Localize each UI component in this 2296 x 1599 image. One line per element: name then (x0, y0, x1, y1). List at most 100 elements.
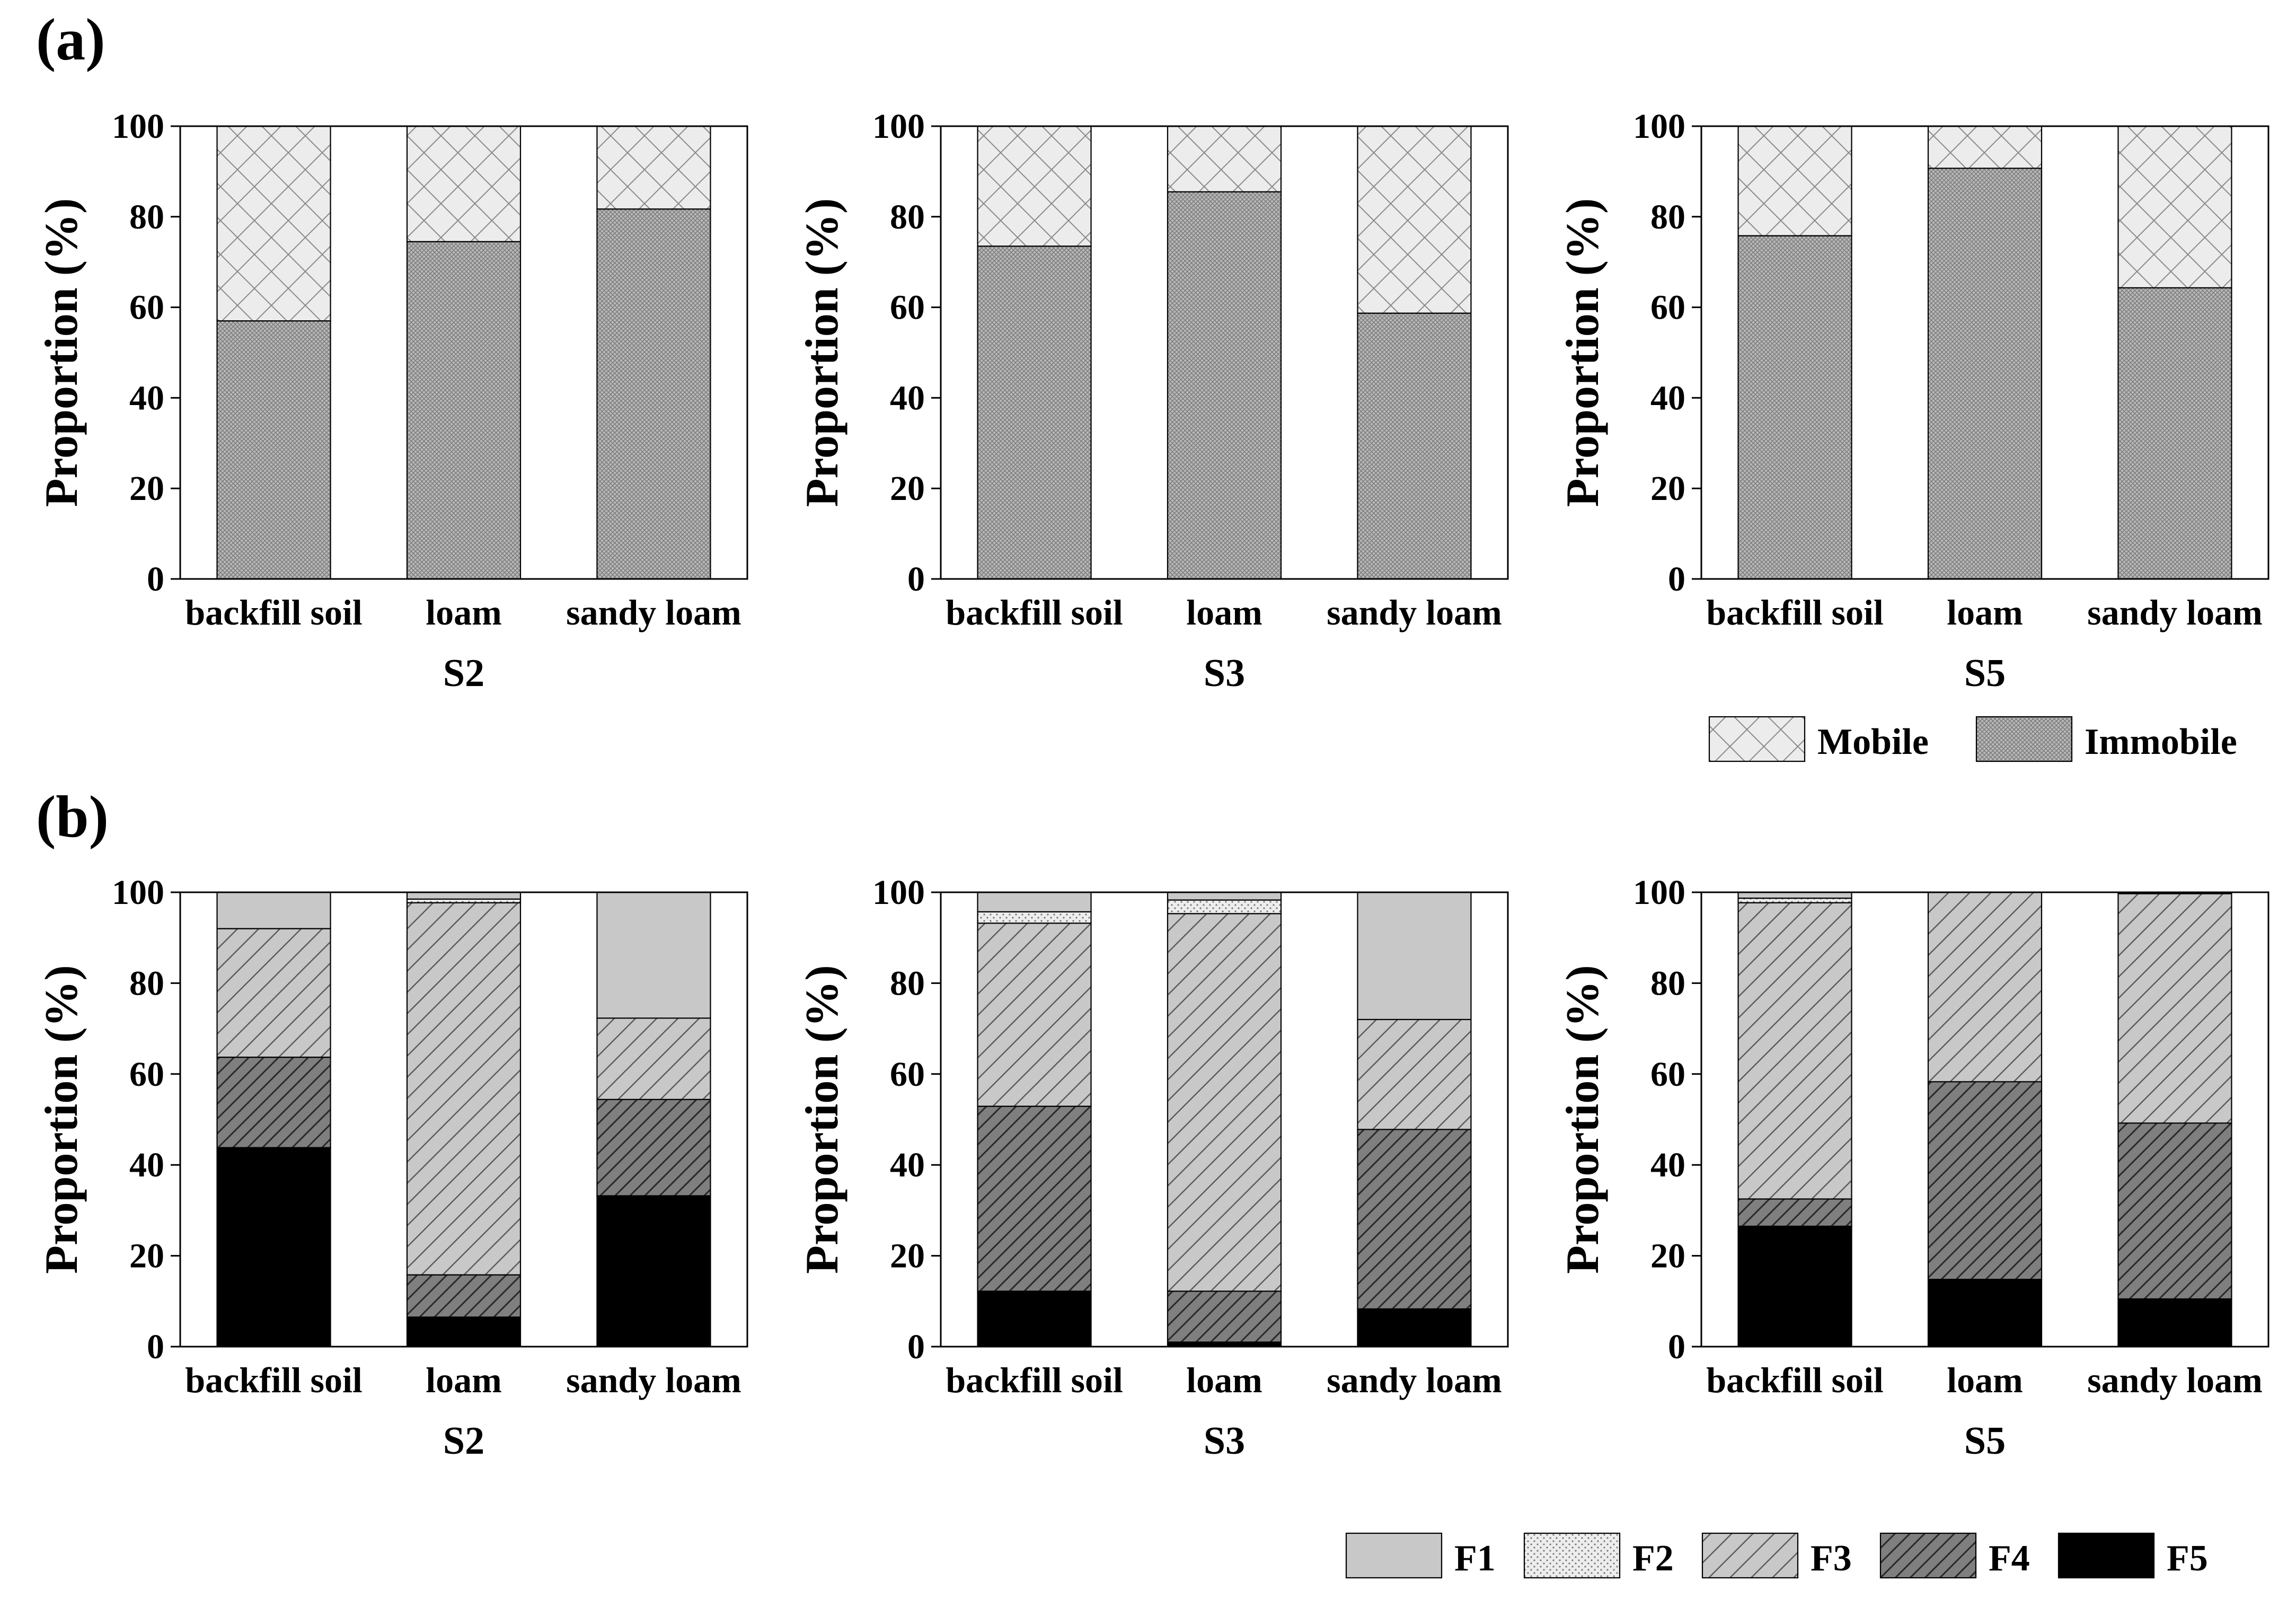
legend-swatch-mobile (1708, 716, 1806, 762)
y-tick-label: 20 (1650, 1237, 1685, 1276)
x-category-label: backfill soil (185, 592, 362, 632)
bar-f3-backfill-soil (1737, 902, 1852, 1200)
bar-f5-sandy-loam (1357, 1308, 1472, 1348)
x-category-label: loam (1186, 1360, 1262, 1400)
y-tick-label: 100 (872, 107, 925, 146)
x-category-label: loam (1186, 592, 1262, 632)
x-axis-title: S5 (1964, 652, 2006, 695)
bar-f1-loam (406, 891, 522, 900)
bar-f3-backfill-soil (977, 922, 1092, 1107)
bar-f2-backfill-soil (1737, 898, 1852, 903)
bar-f1-loam (1167, 891, 1282, 901)
bar-mobile-loam (1927, 125, 2043, 169)
x-category-label: loam (426, 592, 502, 632)
bar-f2-backfill-soil (977, 911, 1092, 924)
y-tick-label: 80 (1650, 198, 1685, 236)
y-tick-label: 40 (1650, 1146, 1685, 1184)
plot-frame (940, 891, 1509, 1348)
plot-frame (1700, 125, 2269, 580)
legend-label-immobile: Immobile (2085, 722, 2237, 762)
y-tick-label: 80 (890, 964, 925, 1003)
bar-mobile-sandy-loam (596, 125, 711, 210)
y-tick-label: 60 (129, 1055, 164, 1094)
legend-swatch-immobile (1975, 716, 2073, 762)
bar-f1-backfill-soil (216, 891, 331, 929)
panel-a-s5: 0 20 40 60 80 100 backfill soil loam sandy loam S… (1557, 107, 2269, 695)
panel-a-s3: 0 20 40 60 80 100 backfill soil loam sandy loam S… (797, 107, 1509, 695)
y-tick-label: 20 (129, 469, 164, 508)
bar-mobile-loam (1167, 125, 1282, 192)
x-axis-title: S5 (1964, 1419, 2006, 1463)
bar-f4-backfill-soil (977, 1105, 1092, 1292)
y-tick-label: 0 (147, 560, 164, 599)
x-category-label: sandy loam (2087, 592, 2263, 632)
y-tick-label: 60 (890, 1055, 925, 1094)
x-category-label: sandy loam (566, 592, 741, 632)
legend-swatch-f3 (1701, 1532, 1799, 1579)
y-tick-label: 0 (1668, 560, 1685, 599)
bar-f1-sandy-loam (596, 891, 711, 1019)
bar-immobile-loam (1927, 168, 2043, 580)
legend-label-f5: F5 (2167, 1538, 2208, 1579)
bar-f5-loam (406, 1316, 522, 1348)
y-tick-label: 60 (1650, 288, 1685, 327)
chart-panels: 0 20 40 60 80 100 backfill soil loam sandy loam S… (36, 107, 2269, 1463)
bar-immobile-backfill-soil (977, 245, 1092, 580)
bar-mobile-sandy-loam (2117, 125, 2232, 288)
bar-immobile-backfill-soil (216, 320, 331, 580)
plot-frame (1700, 891, 2269, 1348)
bar-mobile-sandy-loam (1357, 125, 1472, 314)
bar-f5-backfill-soil (1737, 1225, 1852, 1348)
bar-f4-loam (406, 1274, 522, 1318)
y-tick-label: 80 (129, 964, 164, 1003)
x-axis-title: S2 (443, 1419, 484, 1463)
x-category-label: backfill soil (1706, 1360, 1883, 1400)
y-axis-title: Proportion (%) (1557, 965, 1609, 1274)
bar-f2-loam (1167, 899, 1282, 915)
bar-f4-sandy-loam (1357, 1129, 1472, 1310)
legend-label-f2: F2 (1632, 1538, 1674, 1579)
y-tick-label: 100 (112, 107, 164, 146)
x-axis-title: S3 (1204, 1419, 1245, 1463)
y-tick-label: 20 (1650, 469, 1685, 508)
y-tick-label: 100 (872, 873, 925, 912)
bar-immobile-sandy-loam (1357, 312, 1472, 580)
y-tick-label: 60 (1650, 1055, 1685, 1094)
x-axis-title: S3 (1204, 652, 1245, 695)
legend-label-mobile: Mobile (1817, 722, 1929, 762)
y-tick-label: 80 (890, 198, 925, 236)
panel-a-s2: 0 20 40 60 80 100 backfill soil loam sandy loam S… (36, 107, 748, 695)
legend-panel-b: F1 F2 F3 F4 F5 (1345, 1532, 2208, 1579)
legend-label-f3: F3 (1811, 1538, 1852, 1579)
y-tick-label: 0 (907, 560, 925, 599)
x-category-label: backfill soil (1706, 592, 1883, 632)
panel-b-s5: 0 20 40 60 80 100 backfill soil loam sandy loam S… (1557, 873, 2269, 1463)
y-tick-label: 40 (1650, 379, 1685, 417)
x-category-label: sandy loam (2087, 1360, 2263, 1400)
bar-f4-sandy-loam (596, 1099, 711, 1197)
x-category-label: backfill soil (946, 592, 1123, 632)
x-category-label: loam (426, 1360, 502, 1400)
bar-f4-loam (1167, 1290, 1282, 1343)
bar-immobile-sandy-loam (596, 208, 711, 580)
bar-f3-sandy-loam (596, 1017, 711, 1100)
bar-immobile-backfill-soil (1737, 235, 1852, 580)
bar-f3-loam (1167, 913, 1282, 1292)
y-axis-title: Proportion (%) (797, 198, 848, 507)
y-tick-label: 100 (1633, 873, 1685, 912)
y-axis-title: Proportion (%) (797, 965, 848, 1274)
bar-mobile-loam (406, 125, 522, 242)
bar-f4-backfill-soil (216, 1056, 331, 1148)
x-category-label: loam (1947, 1360, 2023, 1400)
bar-f1-backfill-soil (1737, 891, 1852, 899)
bar-f4-loam (1927, 1081, 2043, 1280)
legend-swatch-f4 (1879, 1532, 1977, 1579)
legend-label-f4: F4 (1989, 1538, 2030, 1579)
x-category-label: sandy loam (1327, 1360, 1502, 1400)
y-tick-label: 80 (1650, 964, 1685, 1003)
bar-mobile-backfill-soil (977, 125, 1092, 247)
bar-f1-sandy-loam (1357, 891, 1472, 1021)
x-category-label: sandy loam (1327, 592, 1502, 632)
y-axis-title: Proportion (%) (36, 198, 87, 507)
